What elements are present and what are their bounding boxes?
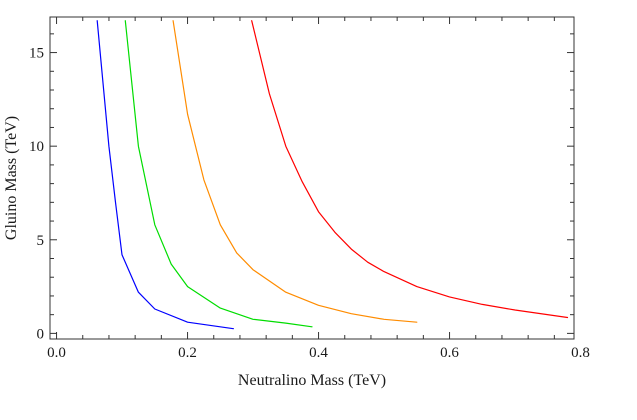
x-axis-title: Neutralino Mass (TeV) (238, 372, 386, 389)
series-layer (96, 20, 569, 330)
y-tick-label: 10 (29, 139, 44, 155)
plot-frame (49, 16, 575, 340)
series-line-green (124, 20, 313, 328)
series-line-orange (172, 20, 418, 323)
x-tick-label: 0.4 (309, 345, 328, 361)
series-line-blue (96, 20, 234, 330)
y-axis-title: Gluino Mass (TeV) (3, 116, 20, 240)
tick-labels-layer: 0.0 0.2 0.4 0.6 0.8 0 5 10 15 (29, 46, 590, 361)
x-tick-label: 0.6 (440, 345, 459, 361)
axis-ticks-layer (50, 17, 574, 339)
y-tick-label: 15 (29, 46, 44, 62)
x-tick-label: 0.8 (571, 345, 590, 361)
plot-frame-layer (49, 16, 575, 340)
y-tick-label: 0 (37, 326, 45, 342)
x-tick-label: 0.0 (47, 345, 66, 361)
series-line-red (251, 20, 569, 319)
x-tick-label: 0.2 (178, 345, 197, 361)
y-tick-label: 5 (37, 233, 45, 249)
